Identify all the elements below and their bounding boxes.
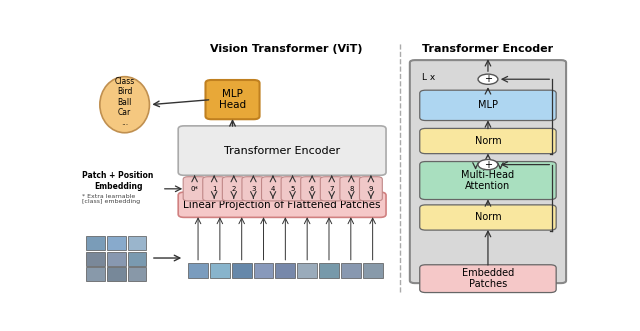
Text: L x: L x (422, 73, 435, 82)
Bar (127, 236, 147, 251)
FancyBboxPatch shape (420, 265, 556, 293)
Bar (107, 236, 125, 251)
FancyBboxPatch shape (420, 128, 556, 154)
Text: Multi-Head
Attention: Multi-Head Attention (461, 170, 515, 191)
Text: 4: 4 (271, 186, 275, 192)
FancyBboxPatch shape (242, 177, 265, 201)
FancyBboxPatch shape (360, 177, 382, 201)
Text: 0*: 0* (191, 186, 198, 192)
FancyBboxPatch shape (301, 177, 324, 201)
Text: Embedded
Patches: Embedded Patches (462, 268, 514, 290)
Text: MLP
Head: MLP Head (219, 89, 246, 111)
Text: Norm: Norm (475, 136, 501, 146)
Bar (363, 263, 383, 278)
Bar (275, 263, 295, 278)
Text: 1: 1 (212, 186, 216, 192)
FancyBboxPatch shape (340, 177, 363, 201)
Text: Patch + Position
Embedding: Patch + Position Embedding (83, 171, 154, 191)
Text: Norm: Norm (475, 213, 501, 222)
Circle shape (478, 160, 498, 170)
Bar (86, 266, 105, 281)
Bar (341, 263, 361, 278)
Text: 3: 3 (251, 186, 255, 192)
Text: Transformer Encoder: Transformer Encoder (224, 146, 340, 156)
FancyBboxPatch shape (205, 80, 260, 119)
FancyBboxPatch shape (320, 177, 343, 201)
Text: 2: 2 (232, 186, 236, 192)
Text: 6: 6 (310, 186, 314, 192)
Bar (232, 263, 252, 278)
Text: Linear Projection of Flattened Patches: Linear Projection of Flattened Patches (184, 200, 381, 210)
FancyBboxPatch shape (222, 177, 245, 201)
Text: MLP: MLP (478, 100, 498, 110)
Text: 5: 5 (291, 186, 295, 192)
FancyBboxPatch shape (281, 177, 304, 201)
Text: 8: 8 (349, 186, 353, 192)
Bar (107, 252, 125, 265)
FancyBboxPatch shape (420, 205, 556, 230)
FancyBboxPatch shape (178, 126, 386, 175)
Text: +: + (484, 160, 492, 169)
Text: Transformer Encoder: Transformer Encoder (422, 44, 553, 54)
Text: Class
Bird
Ball
Car
...: Class Bird Ball Car ... (115, 77, 135, 127)
FancyBboxPatch shape (410, 60, 566, 283)
Text: 9: 9 (369, 186, 373, 192)
Ellipse shape (100, 77, 150, 133)
Bar (253, 263, 273, 278)
FancyBboxPatch shape (178, 192, 386, 217)
FancyBboxPatch shape (183, 177, 206, 201)
Text: * Extra learnable
[class] embedding: * Extra learnable [class] embedding (83, 194, 141, 205)
Bar (297, 263, 317, 278)
Bar (319, 263, 339, 278)
Bar (86, 236, 105, 251)
Text: +: + (484, 74, 492, 84)
Bar (86, 252, 105, 265)
Circle shape (478, 74, 498, 84)
Bar (210, 263, 230, 278)
FancyBboxPatch shape (420, 90, 556, 120)
FancyBboxPatch shape (420, 162, 556, 200)
Text: 7: 7 (330, 186, 334, 192)
FancyBboxPatch shape (203, 177, 225, 201)
FancyBboxPatch shape (262, 177, 284, 201)
Text: Vision Transformer (ViT): Vision Transformer (ViT) (209, 44, 362, 54)
Bar (127, 266, 147, 281)
Bar (188, 263, 208, 278)
Bar (107, 266, 125, 281)
Bar (127, 252, 147, 265)
